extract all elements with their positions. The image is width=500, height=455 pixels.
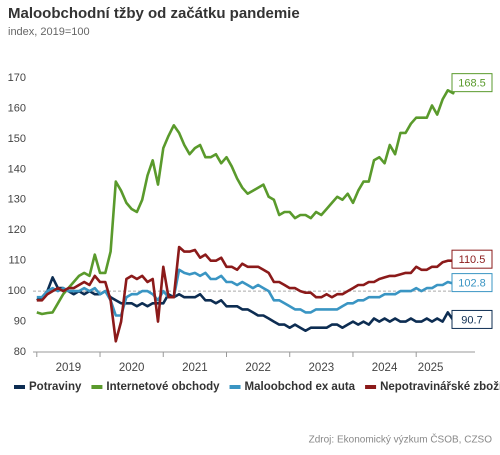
- end-label: 110.5: [459, 254, 486, 266]
- legend-label: Nepotravinářské zboží: [380, 381, 500, 393]
- y-tick-label: 100: [8, 285, 26, 297]
- end-label: 168.5: [458, 78, 486, 90]
- legend-label: Maloobchod ex auta: [245, 381, 356, 393]
- y-tick-label: 80: [14, 346, 26, 358]
- y-tick-label: 110: [8, 255, 26, 267]
- chart-subtitle: index, 2019=100: [8, 26, 90, 38]
- x-tick-label: 2021: [182, 362, 208, 374]
- end-label-box: [451, 73, 493, 93]
- y-tick-label: 170: [8, 72, 26, 84]
- end-label: 102.8: [458, 278, 486, 290]
- y-tick-label: 150: [8, 133, 26, 145]
- x-tick-label: 2019: [56, 362, 82, 374]
- y-tick-label: 140: [8, 163, 26, 175]
- end-label-box: [451, 273, 493, 293]
- end-label: 90.7: [461, 314, 482, 326]
- x-tick-label: 2025: [418, 362, 444, 374]
- x-tick-label: 2024: [372, 362, 398, 374]
- y-tick-label: 90: [14, 315, 26, 327]
- y-tick-label: 160: [8, 102, 26, 114]
- x-tick-label: 2022: [245, 362, 271, 374]
- legend-label: Potraviny: [29, 381, 82, 393]
- y-tick-label: 130: [8, 194, 26, 206]
- end-label-box: [451, 249, 493, 269]
- source-note: Zdroj: Ekonomický výzkum ČSOB, CZSO: [309, 433, 493, 446]
- x-tick-label: 2023: [309, 362, 335, 374]
- series-line: [36, 76, 465, 316]
- series-line: [36, 245, 464, 343]
- chart-title: Maloobchodní tžby od začátku pandemie: [8, 5, 300, 22]
- series-line: [36, 268, 464, 317]
- x-tick-label: 2020: [119, 362, 145, 374]
- end-label-box: [451, 309, 493, 329]
- y-tick-label: 120: [8, 224, 26, 236]
- legend-label: Internetové obchody: [106, 381, 220, 393]
